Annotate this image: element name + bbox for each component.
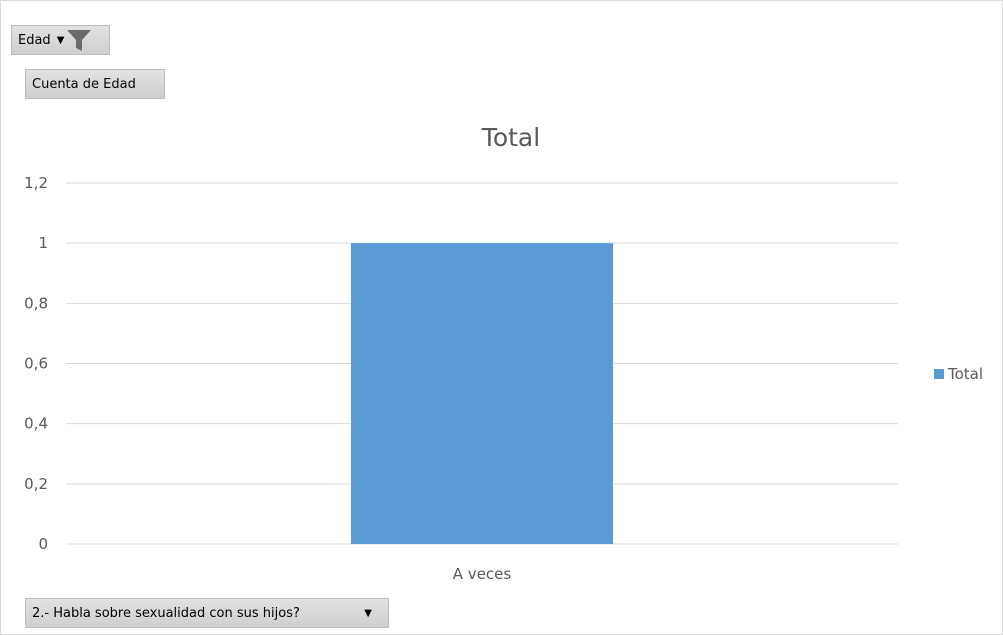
- value-field-button[interactable]: Cuenta de Edad: [25, 69, 165, 99]
- x-axis-tick-labels: A veces: [453, 565, 512, 583]
- y-tick-label: 0,6: [24, 355, 48, 373]
- x-tick-label: A veces: [453, 565, 512, 583]
- filter-field-label: Edad: [18, 32, 51, 48]
- legend-label: Total: [947, 365, 983, 383]
- y-tick-label: 0,2: [24, 475, 48, 493]
- chevron-down-icon[interactable]: ▼: [364, 607, 372, 619]
- y-tick-label: 0: [38, 535, 48, 553]
- axis-field-label: 2.- Habla sobre sexualidad con sus hijos…: [32, 605, 300, 621]
- chart-title: Total: [481, 123, 540, 152]
- bars: [350, 243, 614, 544]
- axis-field-button[interactable]: 2.- Habla sobre sexualidad con sus hijos…: [25, 598, 389, 628]
- bar[interactable]: [350, 243, 614, 544]
- y-tick-label: 0,8: [24, 294, 48, 312]
- y-tick-label: 1,2: [24, 174, 48, 192]
- legend-swatch: [934, 369, 944, 379]
- y-tick-label: 0,4: [24, 415, 48, 433]
- y-axis-tick-labels: 0 0,2 0,4 0,6 0,8 1 1,2: [24, 174, 48, 553]
- filter-field-button[interactable]: Edad ▼: [11, 25, 110, 55]
- chevron-down-icon[interactable]: ▼: [56, 34, 65, 46]
- value-field-label: Cuenta de Edad: [32, 76, 136, 92]
- legend: Total: [934, 365, 983, 383]
- y-tick-label: 1: [38, 234, 48, 252]
- filter-icon[interactable]: [66, 27, 92, 53]
